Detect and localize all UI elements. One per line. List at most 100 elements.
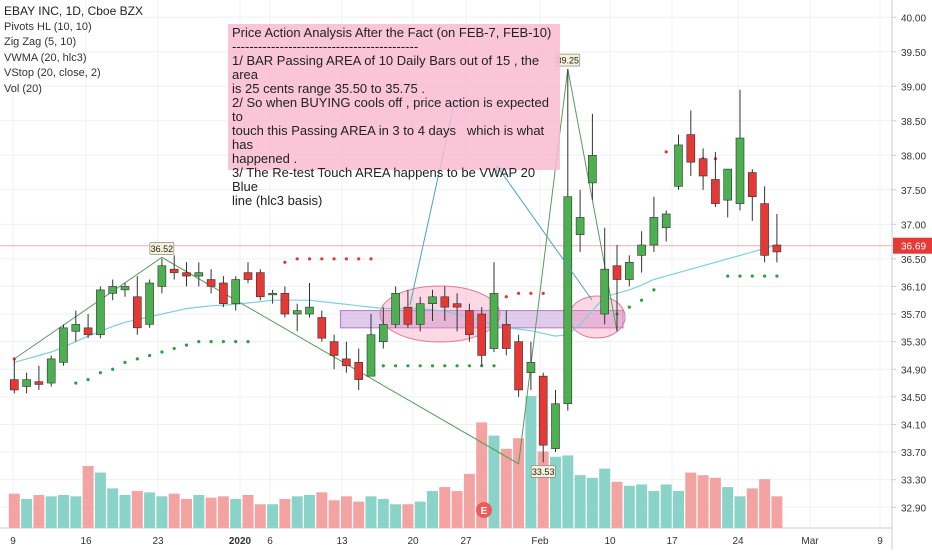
volume-bar [316, 492, 328, 528]
volume-bar [500, 448, 512, 528]
analysis-note[interactable]: Price Action Analysis After the Fact (on… [228, 24, 560, 208]
note-line: 2/ So when BUYING cools off , price acti… [232, 95, 553, 124]
indicator-vstop[interactable]: VStop (20, close, 2) [4, 67, 101, 79]
volume-bar [8, 493, 20, 528]
candle-body [305, 306, 314, 315]
time-tick-label: 16 [80, 536, 92, 547]
price-tick-label: 40.00 [901, 13, 926, 24]
symbol-title[interactable]: EBAY INC, 1D, Cboe BZX [4, 4, 143, 18]
pivot-low-label-box [530, 465, 556, 478]
candle-body [674, 144, 683, 187]
vstop-dot-red [283, 260, 287, 264]
candle-body [686, 134, 696, 163]
time-tick-label: 9 [877, 536, 883, 547]
volume-bar [734, 496, 746, 528]
price-tick-label: 35.30 [901, 338, 926, 349]
indicator-legend: EBAY INC, 1D, Cboe BZX Pivots HL (10, 10… [4, 4, 143, 97]
last-price-label: 36.69 [901, 242, 926, 253]
vstop-dot-green [443, 364, 447, 368]
vstop-dot-green [763, 274, 767, 278]
candle-body [268, 293, 277, 296]
note-line: line (hlc3 basis) [232, 193, 323, 208]
price-tick-label: 36.10 [901, 282, 926, 293]
last-price-badge [893, 237, 932, 254]
candle-body [219, 282, 228, 304]
candle-body [477, 313, 487, 356]
vstop-dot-red [357, 257, 361, 261]
note-line: 3/ The Re-test Touch AREA happens to be … [232, 165, 539, 194]
time-tick-label: 13 [336, 536, 348, 547]
volume-bar [476, 422, 488, 528]
volume-bar [746, 488, 758, 528]
candle-body [526, 362, 536, 374]
volume-bar [660, 484, 672, 528]
indicator-volume[interactable]: Vol (20) [4, 82, 42, 95]
candle-body [255, 272, 265, 298]
note-line: touch this Passing AREA in 3 to 4 days w… [232, 123, 548, 152]
vstop-dot-green [381, 364, 385, 368]
price-tick-label: 35.70 [901, 310, 926, 321]
vstop-dot-green [148, 353, 152, 358]
vstop-dot-red [307, 257, 312, 261]
price-tick-label: 39.00 [901, 82, 926, 93]
volume-bar [463, 473, 475, 528]
vstop-dot-green [627, 305, 631, 309]
candle-body [698, 158, 708, 177]
candle-body [440, 296, 450, 308]
price-tick-label: 39.50 [901, 48, 926, 59]
vstop-dot-red [369, 257, 373, 261]
vstop-dot-green [492, 364, 496, 368]
volume-bar [599, 468, 611, 528]
vstop-dot-green [209, 340, 213, 344]
candle-body [194, 272, 204, 277]
candle-body [108, 286, 117, 294]
candle-body [588, 154, 597, 184]
candle-body [415, 303, 425, 325]
candle-body [723, 168, 733, 201]
vstop-dot-green [86, 378, 90, 382]
candle-body [600, 268, 610, 315]
price-tick-label: 37.00 [901, 220, 926, 231]
time-tick-label: 17 [666, 536, 678, 547]
candle-body [760, 203, 769, 256]
vstop-dot-red [332, 257, 336, 261]
vstop-dot-red [320, 257, 324, 261]
volume-bar [513, 438, 525, 528]
vstop-dot-green [750, 274, 754, 278]
price-tick-label: 34.50 [901, 393, 926, 404]
volume-bar [771, 496, 783, 528]
volume-bar [119, 495, 131, 528]
candle-body [378, 324, 388, 342]
vstop-dot-green [184, 343, 189, 347]
vstop-dot-red [344, 257, 348, 261]
vstop-dot-green [640, 298, 644, 302]
volume-bar [451, 491, 463, 528]
time-tick-label: Mar [801, 536, 819, 547]
indicator-vwma[interactable]: VWMA (20, hlc3) [4, 51, 87, 64]
volume-bar [21, 498, 33, 528]
vstop-dot-red [504, 295, 508, 299]
volume-bar [427, 491, 438, 528]
volume-bar [45, 496, 57, 528]
volume-bar [365, 496, 377, 528]
candle-body [612, 265, 622, 280]
candle-body [772, 244, 782, 253]
volume-bar [291, 496, 303, 528]
candle-body [71, 324, 81, 332]
candle-body [624, 261, 634, 280]
vstop-dot-green [394, 364, 398, 368]
time-tick-label: 10 [604, 536, 616, 547]
indicator-zigzag[interactable]: Zig Zag (5, 10) [4, 36, 77, 48]
vstop-dot-red [664, 150, 668, 154]
indicator-pivots[interactable]: Pivots HL (10, 10) [4, 20, 92, 33]
candle-body [514, 341, 523, 391]
vstop-dot-green [160, 350, 164, 354]
candle-body [10, 379, 19, 391]
price-tick-label: 32.90 [901, 503, 926, 514]
volume-bar [144, 492, 156, 528]
note-line: Price Action Analysis After the Fact (on… [232, 25, 552, 40]
volume-bar [82, 465, 94, 528]
earnings-icon [476, 502, 492, 518]
